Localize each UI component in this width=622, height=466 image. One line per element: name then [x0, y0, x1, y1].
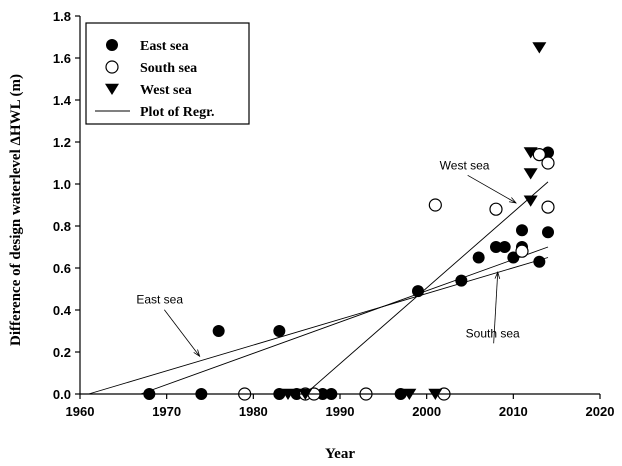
annotation-label: South sea	[466, 326, 520, 340]
point-west-sea	[523, 195, 538, 207]
y-tick-label: 0.4	[53, 303, 72, 318]
tick-labels: 1960 1970 1980 1990 2000 2010 2020 0.0 0.2 0.4 0.6…	[53, 9, 615, 419]
point-east-sea	[516, 224, 528, 237]
point-south-sea	[428, 198, 442, 212]
y-tick-label: 1.8	[53, 9, 71, 24]
point-south-sea	[541, 200, 555, 214]
y-tick-label: 0.8	[53, 219, 71, 234]
point-south-sea	[532, 148, 546, 162]
data-points	[143, 42, 555, 401]
point-east-sea	[412, 285, 424, 298]
point-south-sea	[515, 244, 529, 258]
point-south-sea	[489, 202, 503, 216]
legend-marker	[105, 83, 119, 95]
x-axis-title: Year	[325, 446, 355, 462]
annotation-leader	[164, 309, 200, 357]
y-tick-label: 1.4	[53, 93, 72, 108]
point-east-sea	[212, 325, 225, 337]
annotation-labels: East sea West sea South sea	[136, 158, 520, 340]
y-tick-label: 0.2	[53, 345, 71, 360]
point-west-sea	[523, 168, 538, 180]
legend-label: South sea	[140, 61, 197, 76]
legend: East sea South sea West sea Plot of Regr.	[85, 22, 250, 125]
tick-marks	[75, 15, 601, 399]
y-axis-title: Difference of design waterlevel ΔHWL (m)	[8, 74, 24, 346]
annotation-arrowhead	[193, 349, 201, 358]
x-tick-label: 1980	[239, 404, 268, 419]
annotation-arrowhead	[508, 197, 517, 204]
y-tick-label: 0.6	[53, 261, 71, 276]
point-west-sea	[523, 147, 538, 159]
legend-marker	[105, 60, 119, 74]
legend-marker	[106, 39, 118, 51]
x-tick-label: 1960	[66, 404, 95, 419]
annotation-leader	[467, 174, 517, 204]
point-east-sea	[472, 251, 485, 264]
point-east-sea	[542, 226, 554, 239]
legend-label: East sea	[140, 39, 189, 54]
y-tick-label: 1.2	[53, 135, 71, 150]
point-east-sea	[273, 325, 286, 337]
x-tick-label: 1990	[326, 404, 355, 419]
point-east-sea	[498, 241, 511, 253]
regression-line-south-sea	[140, 246, 549, 395]
x-tick-label: 1970	[152, 404, 181, 419]
x-tick-label: 2020	[586, 404, 615, 419]
regression-line-west-sea	[305, 181, 549, 395]
point-east-sea	[455, 274, 468, 287]
y-tick-label: 1.0	[53, 177, 71, 192]
annotation-label: East sea	[136, 293, 183, 307]
annotation-leader	[493, 272, 499, 344]
annotation-label: West sea	[440, 158, 490, 172]
point-east-sea	[533, 255, 546, 268]
point-east-sea	[490, 241, 502, 253]
regression-lines	[88, 181, 549, 395]
legend-label: West sea	[140, 83, 192, 98]
x-tick-label: 2010	[499, 404, 528, 419]
regression-line-east-sea	[88, 257, 549, 395]
y-tick-label: 1.6	[53, 51, 71, 66]
y-tick-label: 0.0	[53, 387, 71, 402]
x-tick-label: 2000	[412, 404, 441, 419]
point-south-sea	[541, 156, 555, 170]
point-west-sea	[532, 42, 547, 54]
legend-label: Plot of Regr.	[140, 105, 215, 120]
